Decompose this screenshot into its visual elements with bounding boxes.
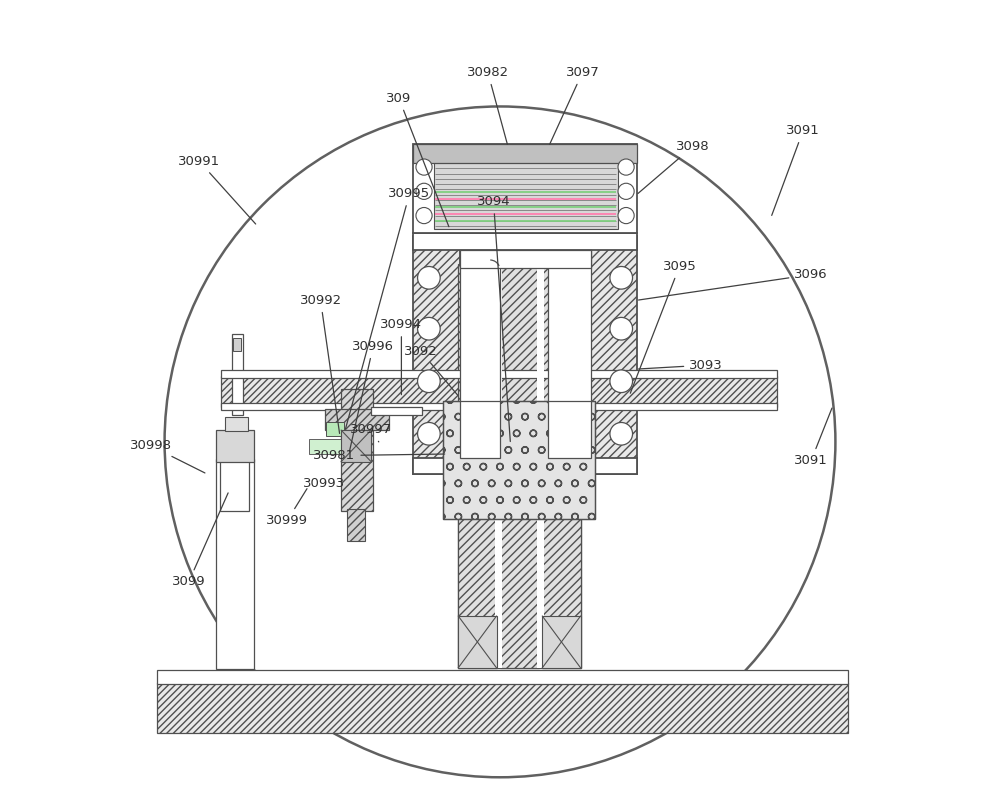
Bar (548, 250, 591, 458)
Bar (341, 430, 371, 462)
Bar (225, 417, 248, 431)
Bar (157, 670, 848, 684)
Text: 309: 309 (386, 92, 449, 227)
Bar (341, 389, 373, 511)
Circle shape (610, 423, 633, 445)
Bar (216, 459, 254, 669)
Text: 30995: 30995 (346, 187, 431, 429)
Text: 30996: 30996 (349, 340, 394, 451)
Text: 30994: 30994 (380, 318, 422, 395)
Text: 3091: 3091 (794, 408, 832, 467)
Bar (542, 616, 581, 668)
Text: 30992: 30992 (300, 294, 342, 433)
Bar (157, 683, 848, 733)
Circle shape (610, 267, 633, 289)
Circle shape (416, 208, 432, 224)
Text: 3091: 3091 (772, 124, 820, 216)
Bar (591, 236, 637, 474)
Circle shape (165, 106, 835, 777)
Bar (413, 144, 637, 163)
Text: 3097: 3097 (550, 66, 599, 144)
Bar (495, 264, 502, 668)
Bar (309, 440, 342, 454)
Bar (216, 430, 254, 462)
Bar (413, 144, 637, 234)
Text: 3099: 3099 (172, 493, 228, 588)
Text: 30982: 30982 (467, 66, 509, 144)
Bar (221, 370, 777, 378)
Bar (221, 403, 777, 410)
Text: 30993: 30993 (303, 474, 350, 491)
Text: 3093: 3093 (639, 358, 723, 371)
Circle shape (416, 159, 432, 175)
Text: 30999: 30999 (266, 489, 308, 527)
Bar (233, 338, 241, 350)
Text: 3094: 3094 (477, 195, 510, 441)
Bar (232, 334, 243, 415)
Circle shape (418, 370, 440, 393)
Circle shape (618, 183, 634, 200)
Bar (460, 250, 500, 458)
Text: 30981: 30981 (313, 449, 445, 462)
Bar (371, 407, 422, 415)
Bar (542, 264, 581, 668)
Bar (443, 401, 595, 519)
Bar (221, 376, 777, 407)
Circle shape (418, 267, 440, 289)
Circle shape (416, 183, 432, 200)
Bar (220, 461, 249, 511)
Circle shape (618, 159, 634, 175)
Text: 3098: 3098 (638, 140, 709, 194)
Bar (347, 509, 365, 541)
Text: 3095: 3095 (630, 260, 696, 393)
Text: 3092: 3092 (404, 345, 458, 395)
Text: 30997: 30997 (350, 423, 392, 442)
Bar (458, 616, 497, 668)
Bar (326, 422, 344, 436)
Text: 3096: 3096 (639, 268, 828, 300)
Bar (500, 264, 539, 668)
Circle shape (418, 317, 440, 340)
Bar (413, 458, 637, 474)
Circle shape (610, 317, 633, 340)
Bar (458, 264, 497, 668)
Bar (537, 264, 544, 668)
Circle shape (610, 370, 633, 393)
Circle shape (418, 423, 440, 445)
Bar (443, 401, 595, 519)
Bar (434, 157, 618, 230)
Bar (460, 250, 591, 268)
Bar (413, 236, 460, 474)
Text: 30991: 30991 (178, 155, 256, 224)
Bar (325, 409, 389, 430)
Circle shape (618, 208, 634, 224)
Bar (413, 234, 637, 250)
Text: 30998: 30998 (130, 440, 205, 473)
